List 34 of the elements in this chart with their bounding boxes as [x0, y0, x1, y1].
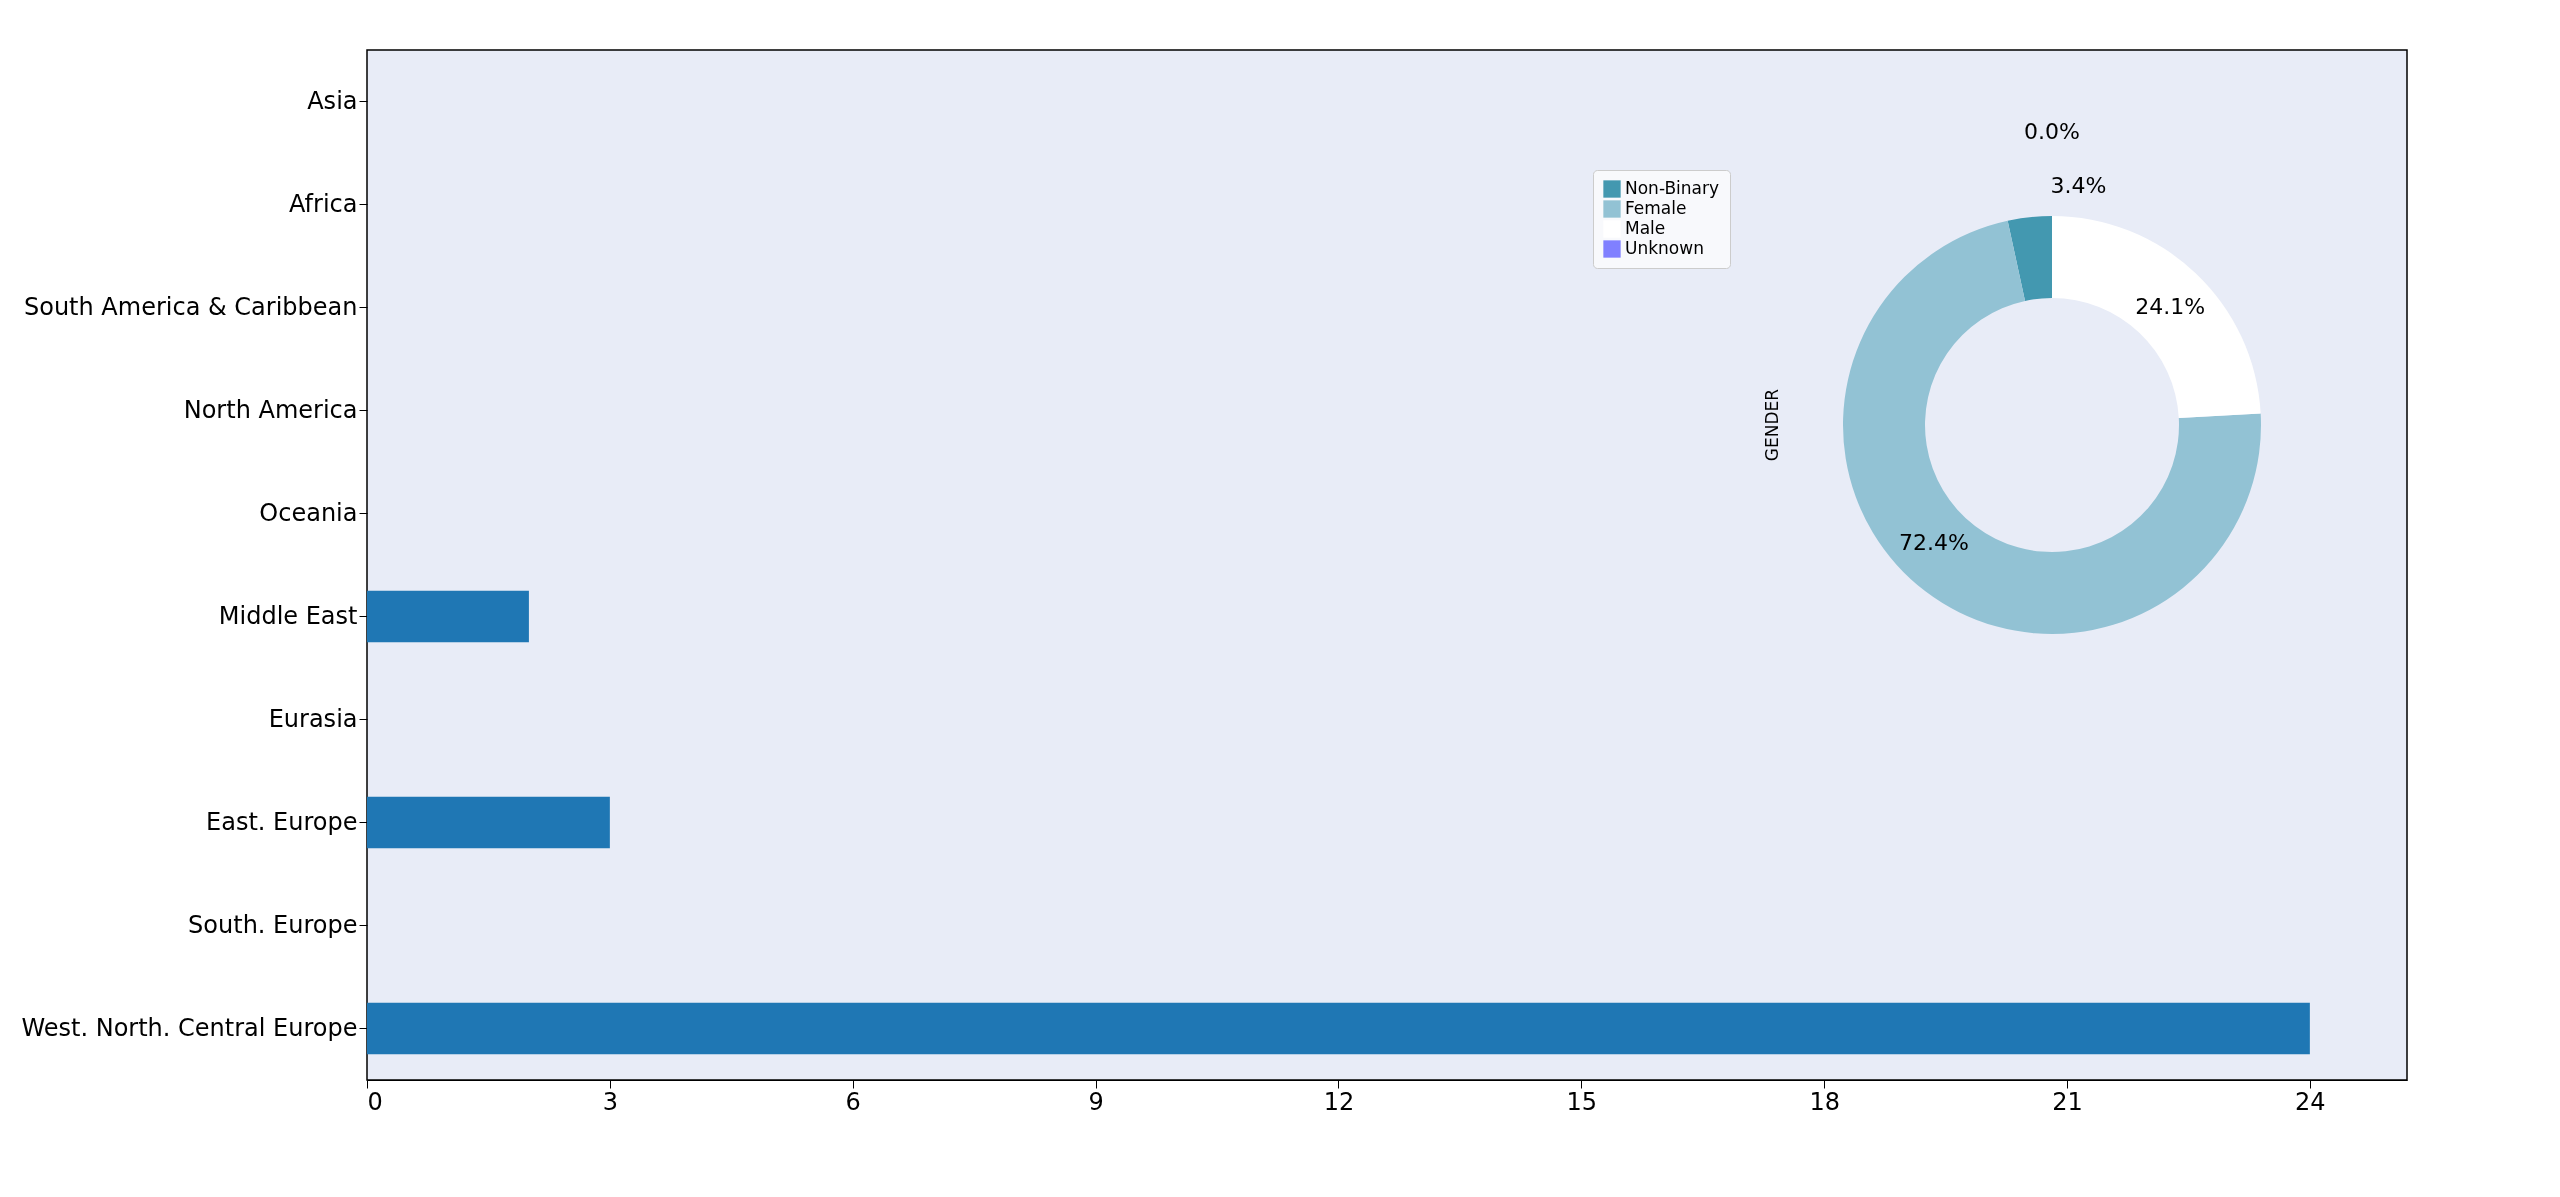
y-tick-label: West. North. Central Europe — [21, 1013, 358, 1042]
data-label: 72.4% — [1898, 530, 1969, 556]
y-tick-label: East. Europe — [206, 807, 358, 836]
data-label: 24.1% — [2135, 293, 2206, 319]
donut-slice — [2007, 216, 2052, 301]
y-tick-label: South. Europe — [188, 910, 358, 939]
x-tick-label: 0 — [367, 1087, 383, 1116]
x-tick-label: 12 — [1323, 1087, 1355, 1116]
x-tick-label: 21 — [2052, 1087, 2083, 1116]
x-tick-label: 3 — [602, 1087, 618, 1116]
data-label: 3.4% — [2050, 173, 2107, 199]
x-tick-label: 24 — [2295, 1087, 2326, 1116]
x-tick-label: 15 — [1566, 1087, 1598, 1116]
x-tick-label: 9 — [1088, 1087, 1104, 1116]
y-tick-label: North America — [183, 395, 358, 424]
legend-label: Female — [1625, 198, 1687, 218]
y-tick-label: Asia — [307, 86, 358, 115]
bar — [367, 590, 529, 643]
donut-slice — [2052, 216, 2261, 419]
text: GENDER — [1762, 388, 1782, 462]
y-tick-label: South America & Caribbean — [23, 292, 358, 321]
y-tick-label: Oceania — [259, 498, 358, 527]
y-tick-label: Eurasia — [268, 704, 358, 733]
legend-label: Male — [1625, 218, 1666, 238]
x-tick-label: 18 — [1809, 1087, 1840, 1116]
legend-label: Non-Binary — [1625, 178, 1720, 198]
bar — [367, 796, 610, 849]
legend-label: Unknown — [1625, 238, 1704, 258]
text: 0.0% — [2024, 119, 2080, 145]
x-tick-label: 6 — [845, 1087, 861, 1116]
donut-slice — [1843, 220, 2261, 634]
y-tick-label: Africa — [289, 189, 358, 218]
bar — [367, 1002, 2310, 1055]
y-tick-label: Middle East — [218, 601, 358, 630]
